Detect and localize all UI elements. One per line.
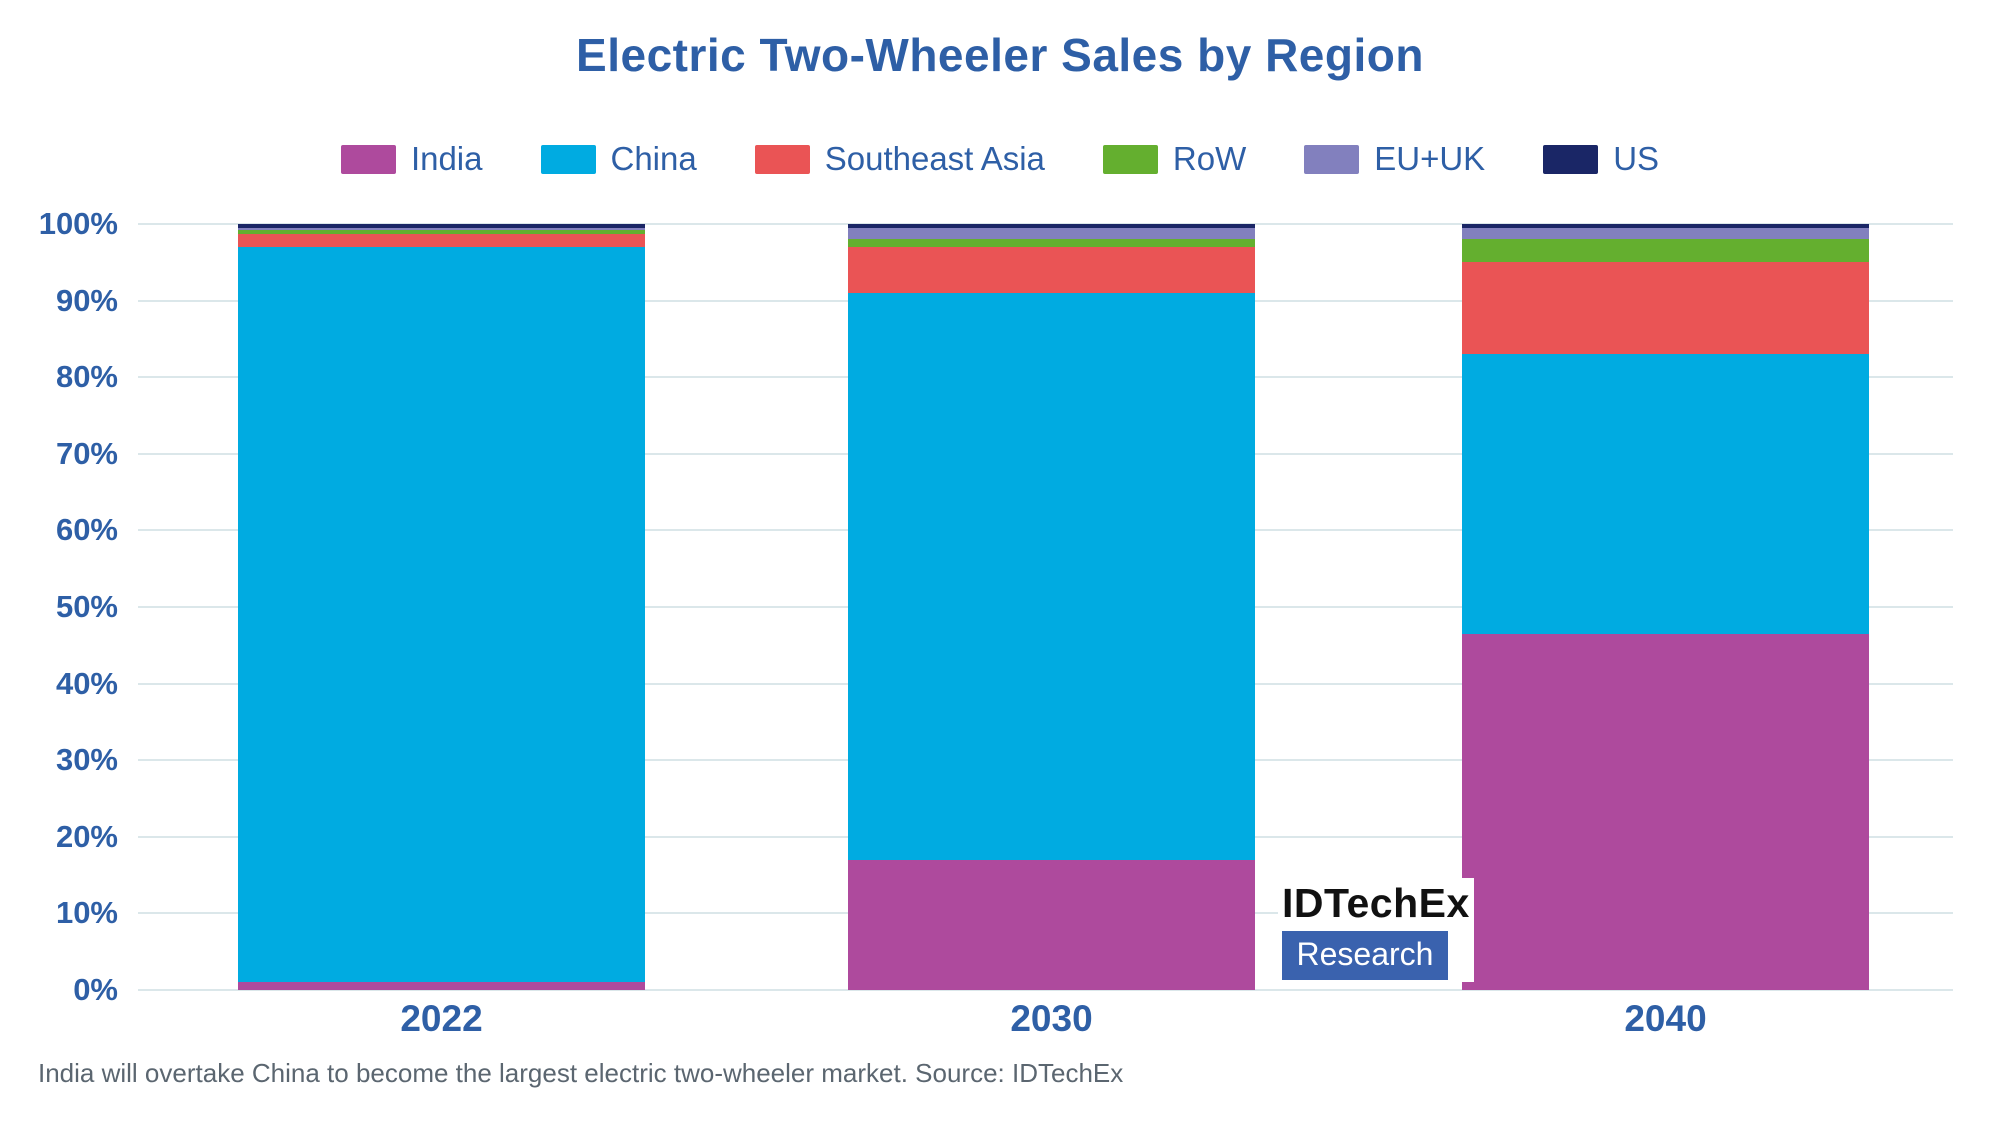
y-tick-label-60: 60% [55,512,118,548]
y-tick-label-70: 70% [55,435,118,471]
legend-swatch-row [1102,144,1158,174]
legend-swatch-southeast-asia [754,144,810,174]
bar-2030 [848,224,1255,990]
legend-swatch-eu+uk [1304,144,1360,174]
legend-label-eu+uk: EU+UK [1374,140,1486,177]
segment-2030-china [848,292,1255,860]
segment-2022-eu+uk [238,227,645,231]
legend-swatch-us [1543,144,1599,174]
bar-2040 [1462,224,1869,990]
segment-2040-us [1462,224,1869,228]
segment-2030-eu+uk [848,227,1255,240]
chart-caption: India will overtake China to become the … [38,1058,1124,1088]
x-label-2030: 2030 [1010,998,1093,1039]
legend-label-india: India [410,140,483,177]
segment-2022-india [238,982,645,990]
segment-2040-eu+uk [1462,227,1869,240]
segment-2022-china [238,246,645,983]
segment-2022-southeast-asia [238,233,645,247]
bar-2022 [238,224,645,990]
y-tick-label-100: 100% [38,206,118,241]
legend-item-southeast-asia: Southeast Asia [754,140,1045,178]
x-label-2040: 2040 [1624,998,1707,1039]
y-tick-label-20: 20% [55,818,118,854]
x-label-2022: 2022 [400,998,483,1039]
y-tick-label-80: 80% [55,359,118,395]
legend-label-southeast-asia: Southeast Asia [824,140,1045,177]
y-tick-label-0: 0% [73,972,118,1007]
y-tick-label-40: 40% [55,665,118,701]
segment-2040-row [1462,239,1869,263]
segment-2040-india [1462,633,1869,990]
gridline-100 [138,223,1953,225]
gridline-0 [138,989,1953,991]
legend-item-china: China [540,140,697,178]
idtechex-logo: IDTechEx Research [1278,878,1474,982]
segment-2030-southeast-asia [848,247,1255,293]
y-tick-label-90: 90% [55,282,118,318]
legend-swatch-china [540,144,596,174]
legend: India China Southeast Asia RoW EU+UK US [0,140,2000,178]
logo-brand-text: IDTechEx [1282,880,1470,926]
segment-2040-southeast-asia [1462,262,1869,355]
segment-2040-china [1462,354,1869,634]
legend-item-us: US [1543,140,1659,178]
segment-2030-us [848,224,1255,228]
y-tick-label-30: 30% [55,742,118,778]
segment-2030-india [848,859,1255,990]
chart-title: Electric Two-Wheeler Sales by Region [576,29,1424,81]
legend-swatch-india [340,144,396,174]
logo-research-badge: Research [1282,931,1448,980]
legend-item-eu+uk: EU+UK [1304,140,1485,178]
legend-label-us: US [1613,140,1660,177]
segment-2022-us [238,224,645,228]
legend-item-india: India [340,140,483,178]
plot-area [138,223,1953,991]
legend-item-row: RoW [1102,140,1247,178]
legend-label-china: China [610,140,697,177]
segment-2022-row [238,230,645,234]
legend-label-row: RoW [1172,140,1247,177]
y-tick-label-50: 50% [55,589,118,624]
segment-2030-row [848,239,1255,247]
y-tick-label-10: 10% [55,895,118,931]
